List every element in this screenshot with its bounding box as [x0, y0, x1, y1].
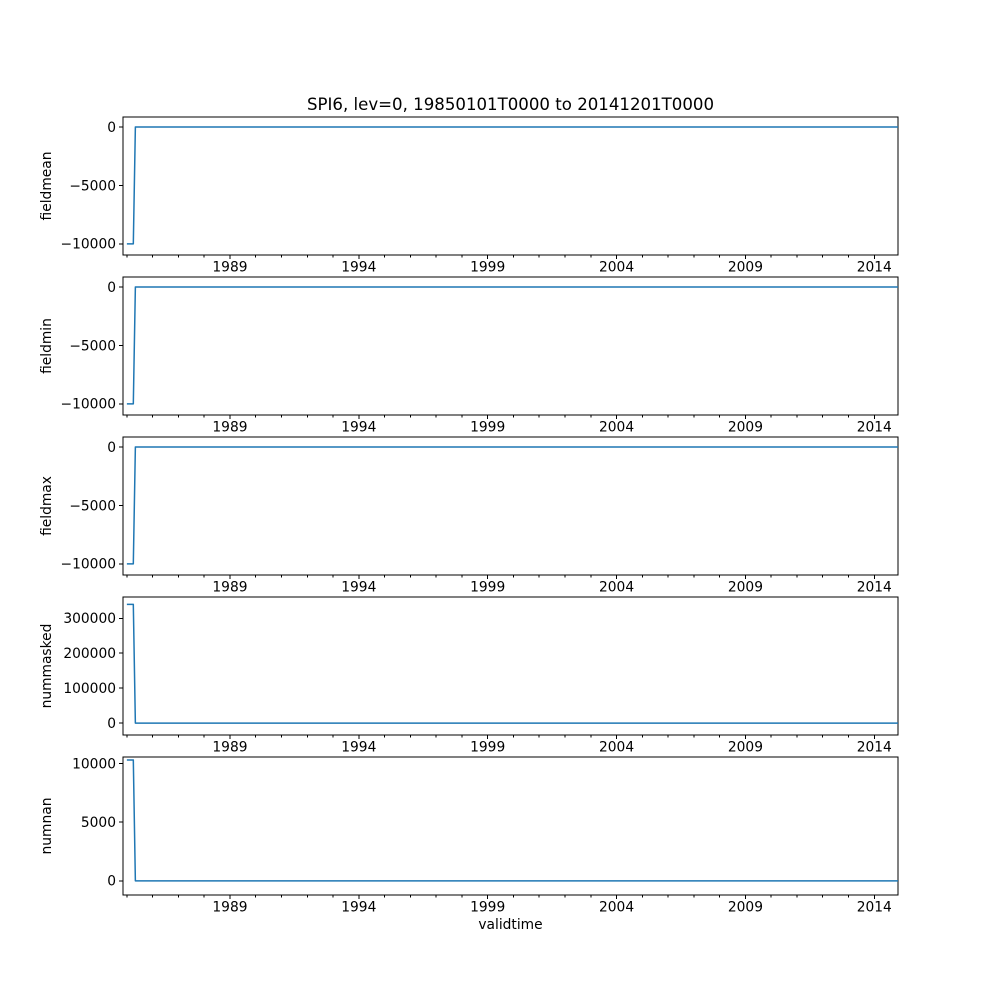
x-tick-label: 2004	[599, 900, 634, 916]
x-tick-label: 1999	[470, 900, 505, 916]
series-line-fieldmean	[126, 126, 898, 245]
y-tick-label: 10000	[72, 756, 116, 772]
series-line-numnan	[126, 759, 898, 882]
x-tick-label: 1989	[212, 900, 247, 916]
x-tick-label: 2014	[857, 420, 892, 436]
x-tick-label: 2004	[599, 420, 634, 436]
x-tick-label: 2004	[599, 740, 634, 756]
x-tick-label: 2014	[857, 260, 892, 276]
subplot-frame-numnan	[122, 756, 899, 896]
subplot-frame-fieldmean	[122, 116, 899, 256]
y-tick-label: 0	[107, 280, 116, 296]
x-tick-label: 1989	[212, 740, 247, 756]
x-tick-label: 2009	[728, 740, 763, 756]
y-tick-label: −10000	[61, 237, 116, 253]
x-tick-label: 1994	[341, 260, 376, 276]
x-tick-label: 1999	[470, 260, 505, 276]
y-tick-label: 0	[107, 120, 116, 136]
y-tick-label: 5000	[81, 815, 116, 831]
y-tick-label: 200000	[63, 646, 116, 662]
x-tick-label: 2004	[599, 580, 634, 596]
series-line-fieldmax	[126, 446, 898, 565]
x-tick-label: 1989	[212, 580, 247, 596]
x-tick-label: 2014	[857, 740, 892, 756]
x-tick-label: 1994	[341, 420, 376, 436]
subplot-frame-fieldmax	[122, 436, 899, 576]
y-axis-label-fieldmean: fieldmean	[39, 152, 55, 221]
y-tick-label: −5000	[69, 178, 116, 194]
x-axis-label: validtime	[478, 917, 543, 933]
y-tick-label: 0	[107, 874, 116, 890]
x-tick-label: 1999	[470, 580, 505, 596]
subplot-frame-nummasked	[122, 596, 899, 736]
figure-title: SPI6, lev=0, 19850101T0000 to 20141201T0…	[306, 95, 715, 114]
y-tick-label: −10000	[61, 397, 116, 413]
x-tick-label: 2009	[728, 420, 763, 436]
y-tick-label: 0	[107, 716, 116, 732]
x-tick-label: 1994	[341, 740, 376, 756]
y-tick-label: 0	[107, 440, 116, 456]
y-tick-label: −5000	[69, 338, 116, 354]
x-tick-label: 2009	[728, 900, 763, 916]
x-tick-label: 2009	[728, 580, 763, 596]
y-axis-label-numnan: numnan	[39, 798, 55, 855]
x-tick-label: 2014	[857, 900, 892, 916]
y-tick-label: −5000	[69, 498, 116, 514]
series-line-nummasked	[126, 603, 898, 724]
y-tick-label: −10000	[61, 557, 116, 573]
y-tick-label: 300000	[63, 611, 116, 627]
x-tick-label: 1999	[470, 740, 505, 756]
y-tick-label: 100000	[63, 681, 116, 697]
x-tick-label: 2004	[599, 260, 634, 276]
x-tick-label: 1994	[341, 580, 376, 596]
y-axis-label-fieldmax: fieldmax	[39, 476, 55, 536]
x-tick-label: 2009	[728, 260, 763, 276]
series-line-fieldmin	[126, 286, 898, 405]
x-tick-label: 1989	[212, 420, 247, 436]
x-tick-label: 1994	[341, 900, 376, 916]
x-tick-label: 2014	[857, 580, 892, 596]
y-axis-label-fieldmin: fieldmin	[39, 318, 55, 374]
x-tick-label: 1999	[470, 420, 505, 436]
y-axis-label-nummasked: nummasked	[39, 624, 55, 709]
x-tick-label: 1989	[212, 260, 247, 276]
subplot-frame-fieldmin	[122, 276, 899, 416]
